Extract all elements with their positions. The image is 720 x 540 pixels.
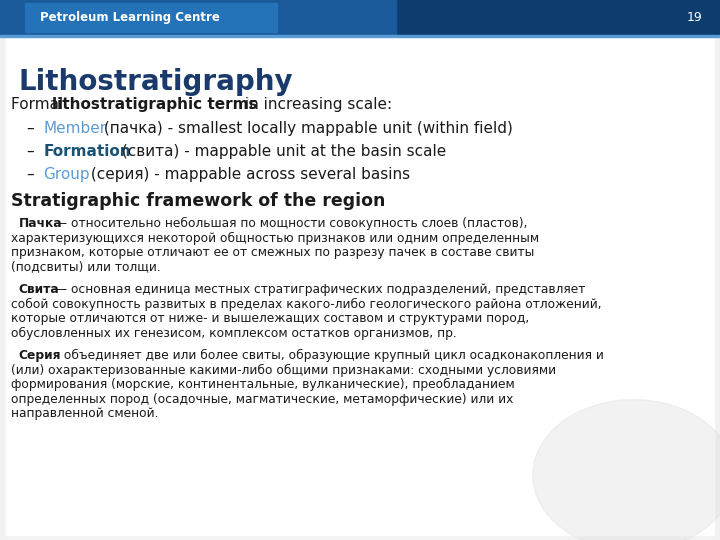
Polygon shape — [533, 400, 720, 540]
Text: in increasing scale:: in increasing scale: — [240, 97, 392, 112]
Text: –: – — [27, 121, 40, 136]
Text: Пачка: Пачка — [19, 217, 63, 230]
Text: lithostratigraphic terms: lithostratigraphic terms — [52, 97, 257, 112]
Text: обусловленных их генезисом, комплексом остатков организмов, пр.: обусловленных их генезисом, комплексом о… — [11, 327, 456, 340]
Text: Formation: Formation — [43, 144, 131, 159]
Text: –: – — [27, 167, 40, 182]
Text: Formal: Formal — [11, 97, 68, 112]
Text: Member: Member — [43, 121, 107, 136]
Text: (серия) - mappable across several basins: (серия) - mappable across several basins — [86, 167, 410, 182]
Text: — относительно небольшая по мощности совокупность слоев (пластов),: — относительно небольшая по мощности сов… — [51, 217, 528, 230]
Text: Petroleum Learning Centre: Petroleum Learning Centre — [40, 11, 220, 24]
Text: направленной сменой.: направленной сменой. — [11, 407, 158, 420]
Text: Group: Group — [43, 167, 90, 182]
Text: Свита: Свита — [19, 283, 60, 296]
Text: Серия: Серия — [19, 349, 61, 362]
Text: Stratigraphic framework of the region: Stratigraphic framework of the region — [11, 192, 385, 210]
Text: определенных пород (осадочные, магматические, метаморфические) или их: определенных пород (осадочные, магматиче… — [11, 393, 513, 406]
Text: формирования (морские, континентальные, вулканические), преобладанием: формирования (морские, континентальные, … — [11, 378, 515, 391]
Text: (пачка) - smallest locally mappable unit (within field): (пачка) - smallest locally mappable unit… — [99, 121, 513, 136]
Text: собой совокупность развитых в пределах какого-либо геологического района отложен: собой совокупность развитых в пределах к… — [11, 298, 601, 310]
Text: признаком, которые отличают ее от смежных по разрезу пачек в составе свиты: признаком, которые отличают ее от смежны… — [11, 246, 534, 259]
Text: 19: 19 — [686, 11, 702, 24]
Text: –: – — [27, 144, 40, 159]
Text: Lithostratigraphy: Lithostratigraphy — [19, 68, 293, 96]
Bar — [25, 3, 277, 32]
Bar — [0, 0, 396, 35]
Text: — основная единица местных стратиграфических подразделений, представляет: — основная единица местных стратиграфиче… — [51, 283, 585, 296]
Bar — [0, 35, 720, 37]
Text: (или) охарактеризованные какими-либо общими признаками: сходными условиями: (или) охарактеризованные какими-либо общ… — [11, 363, 556, 376]
Bar — [0, 0, 720, 35]
Text: которые отличаются от ниже- и вышележащих составом и структурами пород,: которые отличаются от ниже- и вышележащи… — [11, 312, 529, 325]
Text: объединяет две или более свиты, образующие крупный цикл осадконакопления и: объединяет две или более свиты, образующ… — [60, 349, 603, 362]
Text: (подсвиты) или толщи.: (подсвиты) или толщи. — [11, 260, 161, 273]
Text: (свита) - mappable unit at the basin scale: (свита) - mappable unit at the basin sca… — [117, 144, 446, 159]
Text: характеризующихся некоторой общностью признаков или одним определенным: характеризующихся некоторой общностью пр… — [11, 232, 539, 245]
